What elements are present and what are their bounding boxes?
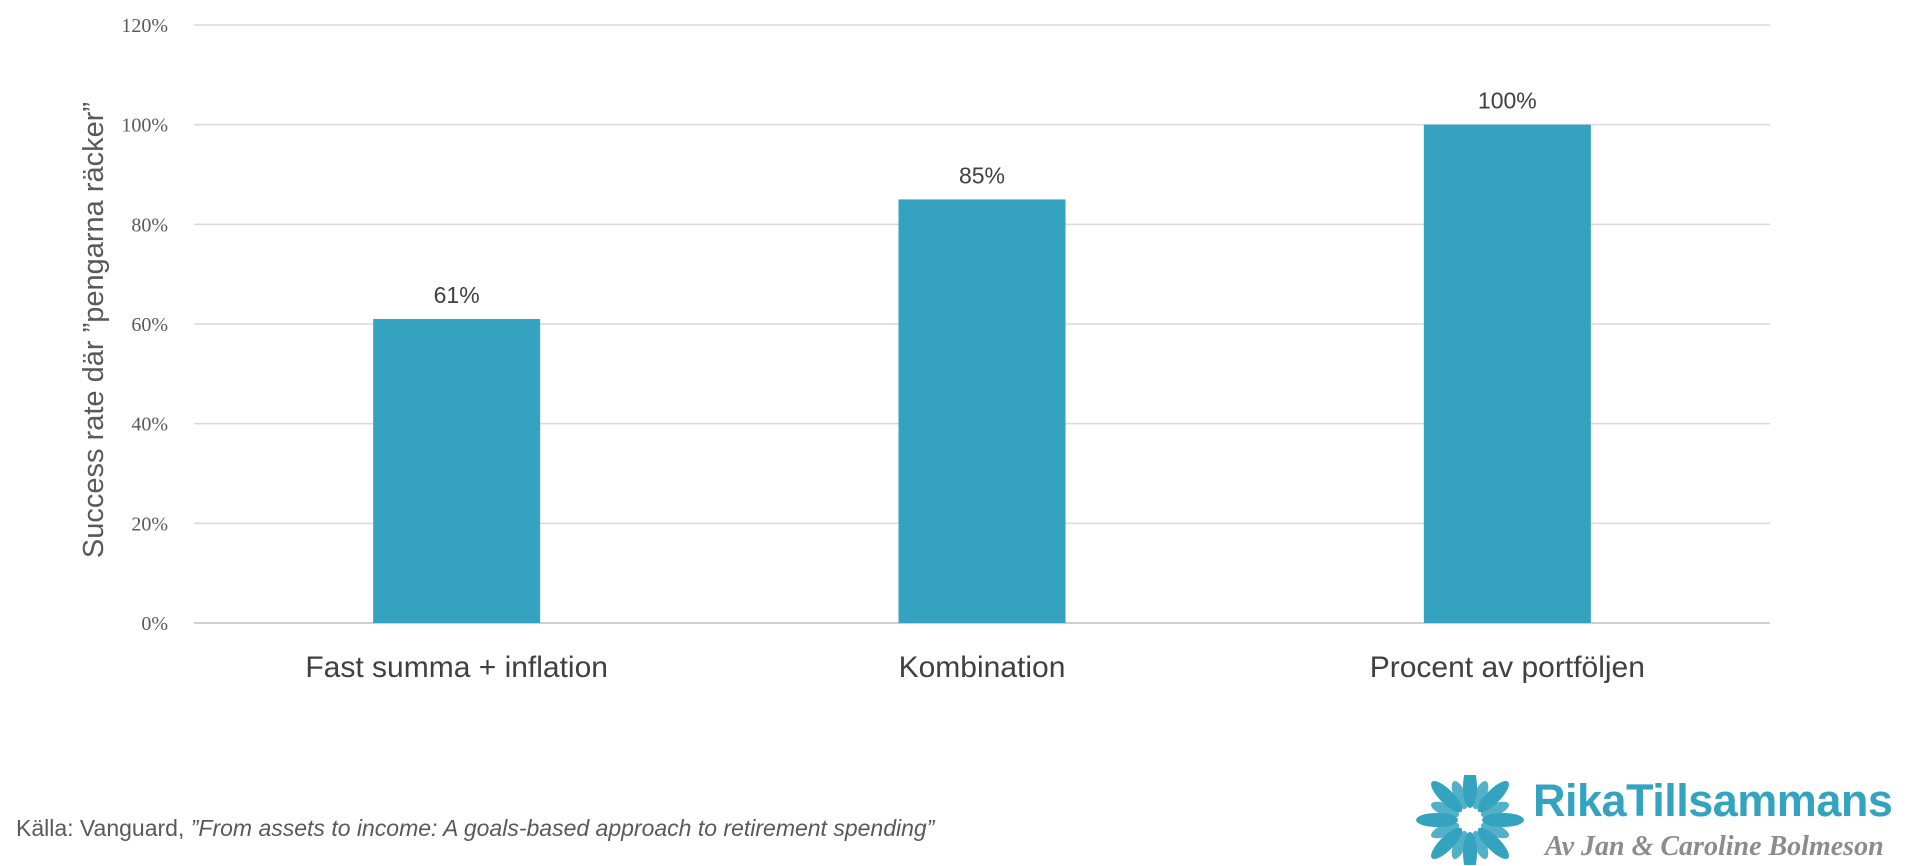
y-tick-label: 60% xyxy=(131,314,168,336)
y-tick-label: 120% xyxy=(121,15,168,37)
bars xyxy=(373,124,1591,624)
logo-petal xyxy=(1480,801,1509,818)
logo-petal xyxy=(1431,801,1460,818)
x-tick-labels: Fast summa + inflation Kombination Procent… xyxy=(305,651,1645,684)
logo-petal xyxy=(1451,830,1468,859)
logo-petal xyxy=(1477,781,1509,813)
data-labels: 61% 85% 100% xyxy=(434,88,1537,308)
source-prefix: Källa: Vanguard, xyxy=(16,815,191,841)
y-tick-labels: 0% 20% 40% 60% 80% 100% 120% xyxy=(121,15,168,635)
data-label: 85% xyxy=(959,162,1005,188)
logo-petal xyxy=(1431,827,1463,859)
data-label: 61% xyxy=(434,282,480,308)
flower-icon xyxy=(1416,775,1524,865)
data-label: 100% xyxy=(1478,88,1537,114)
y-tick-label: 0% xyxy=(141,613,168,635)
logo-tagline: Av Jan & Caroline Bolmeson xyxy=(1545,831,1884,862)
source-title: ”From assets to income: A goals-based ap… xyxy=(190,815,935,841)
bar xyxy=(373,319,541,623)
logo-petal xyxy=(1480,822,1509,839)
y-tick-label: 20% xyxy=(131,513,168,535)
x-tick-label: Kombination xyxy=(899,651,1066,684)
source-note: Källa: Vanguard, ”From assets to income:… xyxy=(16,815,934,842)
y-tick-label: 40% xyxy=(131,414,168,436)
y-tick-label: 80% xyxy=(131,214,168,236)
y-axis-label: Success rate där ”pengarna räcker” xyxy=(78,102,110,558)
logo-petal xyxy=(1472,781,1489,810)
y-tick-label: 100% xyxy=(121,115,168,137)
logo-petal xyxy=(1451,781,1468,810)
x-tick-label: Procent av portföljen xyxy=(1370,651,1645,684)
bar xyxy=(898,199,1066,623)
brand-logo: RikaTillsammans Av Jan & Caroline Bolmes… xyxy=(1415,775,1895,865)
logo-petal xyxy=(1477,827,1509,859)
x-tick-label: Fast summa + inflation xyxy=(305,651,608,684)
logo-petal xyxy=(1431,781,1463,813)
logo-petal xyxy=(1472,830,1489,859)
logo-name: RikaTillsammans xyxy=(1533,775,1893,826)
logo-petal xyxy=(1431,822,1460,839)
bar xyxy=(1423,124,1591,624)
